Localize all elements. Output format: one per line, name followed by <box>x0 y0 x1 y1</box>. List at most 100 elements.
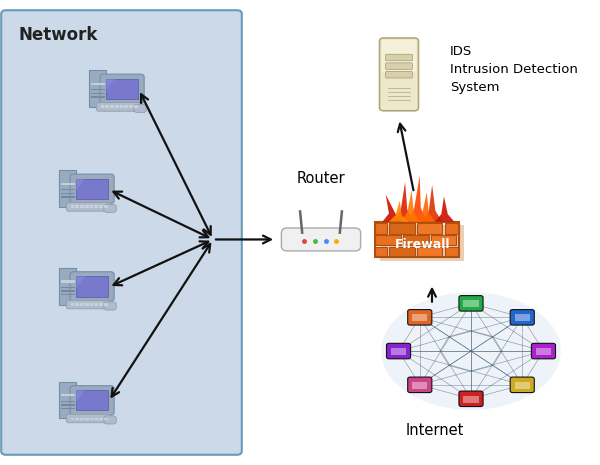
FancyBboxPatch shape <box>99 304 103 305</box>
FancyBboxPatch shape <box>85 304 89 305</box>
FancyBboxPatch shape <box>104 303 107 304</box>
Text: Network: Network <box>18 26 97 44</box>
Text: Internet: Internet <box>406 423 464 438</box>
FancyBboxPatch shape <box>134 104 146 113</box>
FancyBboxPatch shape <box>71 419 74 420</box>
FancyBboxPatch shape <box>408 377 432 392</box>
FancyBboxPatch shape <box>76 205 79 206</box>
FancyBboxPatch shape <box>67 300 111 309</box>
FancyBboxPatch shape <box>80 301 97 306</box>
FancyBboxPatch shape <box>380 226 464 261</box>
FancyBboxPatch shape <box>106 107 109 108</box>
FancyBboxPatch shape <box>89 303 93 304</box>
FancyBboxPatch shape <box>89 305 93 306</box>
FancyBboxPatch shape <box>89 417 93 418</box>
FancyBboxPatch shape <box>67 203 111 211</box>
FancyBboxPatch shape <box>61 196 74 198</box>
Polygon shape <box>401 190 420 222</box>
FancyBboxPatch shape <box>124 105 128 106</box>
FancyBboxPatch shape <box>71 207 74 208</box>
FancyBboxPatch shape <box>104 304 107 305</box>
FancyBboxPatch shape <box>104 205 107 206</box>
FancyBboxPatch shape <box>110 105 114 106</box>
FancyBboxPatch shape <box>110 106 114 107</box>
Bar <box>417 223 442 233</box>
Polygon shape <box>416 193 436 222</box>
FancyBboxPatch shape <box>100 74 144 103</box>
FancyBboxPatch shape <box>71 304 74 305</box>
FancyBboxPatch shape <box>71 417 74 418</box>
Polygon shape <box>389 201 409 222</box>
FancyBboxPatch shape <box>80 207 84 208</box>
FancyBboxPatch shape <box>70 385 114 415</box>
FancyBboxPatch shape <box>70 272 114 301</box>
Polygon shape <box>59 170 76 207</box>
FancyBboxPatch shape <box>99 303 103 304</box>
FancyBboxPatch shape <box>104 419 107 420</box>
FancyBboxPatch shape <box>391 348 406 355</box>
Polygon shape <box>435 197 454 222</box>
FancyBboxPatch shape <box>124 106 128 107</box>
FancyBboxPatch shape <box>408 310 432 325</box>
Bar <box>403 235 428 246</box>
FancyBboxPatch shape <box>94 304 98 305</box>
Polygon shape <box>76 276 85 288</box>
Polygon shape <box>59 268 76 305</box>
FancyBboxPatch shape <box>99 417 103 418</box>
Bar <box>445 247 459 257</box>
FancyBboxPatch shape <box>80 305 84 306</box>
FancyBboxPatch shape <box>76 206 79 207</box>
FancyBboxPatch shape <box>96 103 141 111</box>
FancyBboxPatch shape <box>124 107 128 108</box>
FancyBboxPatch shape <box>510 310 534 325</box>
FancyBboxPatch shape <box>99 205 103 206</box>
FancyBboxPatch shape <box>91 89 104 90</box>
Polygon shape <box>382 194 402 222</box>
Polygon shape <box>89 70 106 107</box>
FancyBboxPatch shape <box>386 54 412 61</box>
FancyBboxPatch shape <box>85 417 89 418</box>
FancyBboxPatch shape <box>115 105 119 106</box>
FancyBboxPatch shape <box>382 40 416 73</box>
FancyBboxPatch shape <box>61 394 74 397</box>
FancyBboxPatch shape <box>104 302 116 310</box>
FancyBboxPatch shape <box>80 206 84 207</box>
FancyBboxPatch shape <box>71 305 74 306</box>
FancyBboxPatch shape <box>61 290 74 292</box>
FancyBboxPatch shape <box>71 205 74 206</box>
FancyBboxPatch shape <box>76 276 108 297</box>
FancyBboxPatch shape <box>463 396 479 403</box>
FancyBboxPatch shape <box>463 300 479 307</box>
FancyBboxPatch shape <box>104 206 107 207</box>
FancyBboxPatch shape <box>386 72 412 78</box>
Polygon shape <box>394 182 414 222</box>
FancyBboxPatch shape <box>104 204 116 213</box>
FancyBboxPatch shape <box>134 106 137 107</box>
FancyBboxPatch shape <box>380 38 419 111</box>
FancyBboxPatch shape <box>386 343 410 359</box>
FancyBboxPatch shape <box>515 382 530 389</box>
FancyBboxPatch shape <box>94 303 98 304</box>
FancyBboxPatch shape <box>85 205 89 206</box>
FancyBboxPatch shape <box>91 83 104 85</box>
FancyBboxPatch shape <box>459 391 483 406</box>
FancyBboxPatch shape <box>80 304 84 305</box>
FancyBboxPatch shape <box>94 419 98 420</box>
FancyBboxPatch shape <box>94 205 98 206</box>
FancyBboxPatch shape <box>99 207 103 208</box>
Bar <box>445 223 459 233</box>
FancyBboxPatch shape <box>94 305 98 306</box>
Polygon shape <box>106 79 115 91</box>
FancyBboxPatch shape <box>106 106 109 107</box>
Polygon shape <box>76 179 85 191</box>
FancyBboxPatch shape <box>67 414 111 423</box>
Bar <box>389 223 415 233</box>
FancyBboxPatch shape <box>71 303 74 304</box>
FancyBboxPatch shape <box>129 106 133 107</box>
FancyBboxPatch shape <box>91 96 104 98</box>
Text: Router: Router <box>296 171 346 186</box>
FancyBboxPatch shape <box>1 10 242 455</box>
FancyBboxPatch shape <box>459 296 483 311</box>
FancyBboxPatch shape <box>119 106 123 107</box>
FancyBboxPatch shape <box>76 417 79 418</box>
